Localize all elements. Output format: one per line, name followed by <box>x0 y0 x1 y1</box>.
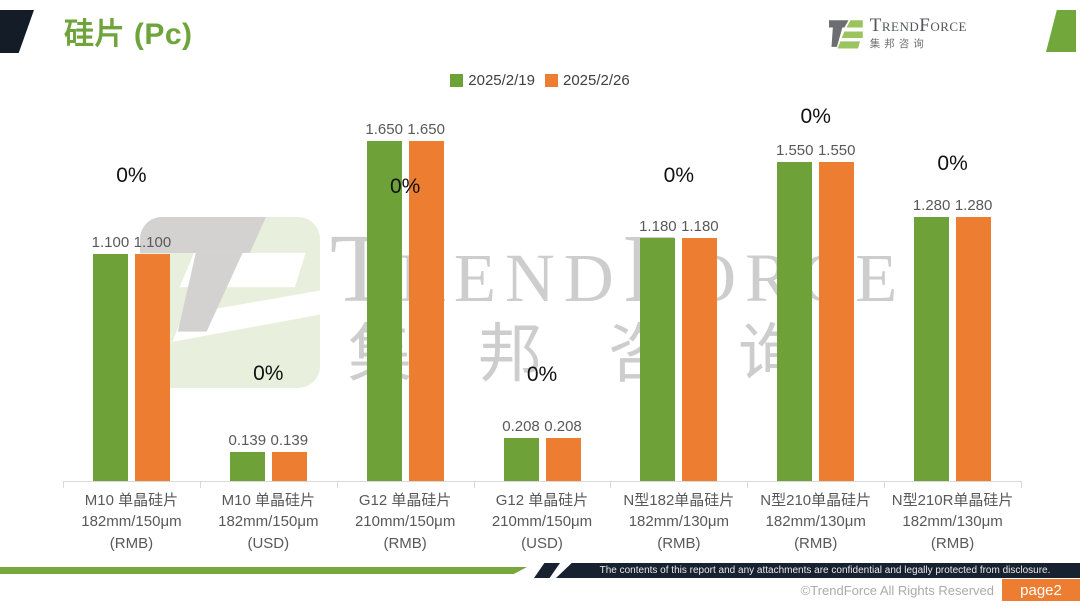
legend-swatch <box>450 74 464 87</box>
bar-value-label: 1.100 <box>91 234 130 251</box>
x-axis-tick <box>199 481 201 488</box>
category-label: G12 单晶硅片 210mm/150μm (USD) <box>491 492 593 552</box>
footer-confidential-bar: The contents of this report and any atta… <box>556 563 1080 578</box>
logo-cn-name: 集邦咨询 <box>869 37 928 50</box>
bar-2025/2/26 <box>134 254 170 481</box>
bar-value-label: 1.180 <box>639 218 677 235</box>
x-axis-tick <box>747 481 749 488</box>
change-label: 0% <box>937 152 968 175</box>
category-label: N型210单晶硅片 182mm/130μm (RMB) <box>760 492 872 552</box>
watermark-logo-icon <box>140 217 320 388</box>
x-axis-labels: M10 单晶硅片 182mm/150μm (RMB) M10 单晶硅片 182mm/15… <box>63 490 1021 554</box>
change-label: 0% <box>800 105 831 128</box>
x-axis-line <box>63 481 1021 482</box>
bar-2025/2/26 <box>956 217 992 481</box>
bar-2025/2/19 <box>366 141 402 481</box>
bar-2025/2/26 <box>408 141 444 481</box>
x-axis-tick <box>473 481 475 488</box>
x-axis-tick <box>336 481 338 488</box>
x-axis-tick <box>1021 481 1022 488</box>
bar-value-label: 0.139 <box>270 432 309 449</box>
legend-swatch <box>545 74 558 87</box>
bar-value-label: 0.208 <box>502 418 540 435</box>
change-label: 0% <box>526 363 558 386</box>
bar-2025/2/19 <box>92 254 128 481</box>
footer-dark-sliver <box>534 563 560 578</box>
category-label: M10 单晶硅片 182mm/150μm (RMB) <box>81 492 182 552</box>
category-label: G12 单晶硅片 210mm/150μm (RMB) <box>354 492 456 552</box>
bar-value-label: 1.650 <box>365 121 403 138</box>
bar-group: 0% 1.180 1.180 <box>610 96 747 481</box>
trendforce-logo-icon <box>828 16 863 50</box>
bar-value-label: 1.550 <box>817 142 856 159</box>
bar-2025/2/26 <box>682 238 718 481</box>
change-label: 0% <box>663 164 695 187</box>
legend-label: 2025/2/19 <box>468 72 535 89</box>
confidential-text: The contents of this report and any atta… <box>599 565 1051 576</box>
page-number-badge: page2 <box>1002 579 1080 601</box>
bar-group: 0% 1.550 1.550 <box>747 96 884 481</box>
bar-value-label: 0.139 <box>228 432 267 449</box>
category-label: N型210R单晶硅片 182mm/130μm (RMB) <box>891 492 1014 552</box>
footer-green-bar <box>0 567 527 574</box>
bar-2025/2/19 <box>777 162 813 481</box>
bar-chart: 0% 1.100 1.100 0% 0.139 0.139 0% 1.650 1.650 0% 0.… <box>63 96 1021 481</box>
bar-2025/2/19 <box>914 217 950 481</box>
change-label: 0% <box>389 175 421 198</box>
category-label: M10 单晶硅片 182mm/150μm (USD) <box>218 492 319 552</box>
bar-group: 0% 0.139 0.139 <box>200 96 337 481</box>
page-title: 硅片 (Pc) <box>64 18 193 51</box>
bar-2025/2/26 <box>545 438 581 481</box>
x-axis-tick <box>610 481 612 488</box>
trendforce-logo-text: TrendForce 集邦咨询 <box>869 15 967 50</box>
chart-legend: 2025/2/19 2025/2/26 <box>0 72 1080 89</box>
bar-value-label: 1.180 <box>681 218 719 235</box>
trendforce-logo: TrendForce 集邦咨询 <box>828 15 967 50</box>
bar-group: 0% 0.208 0.208 <box>474 96 611 481</box>
bar-group: 0% 1.100 1.100 <box>63 96 200 481</box>
bar-2025/2/19 <box>503 438 539 481</box>
copyright-text: ©TrendForce All Rights Reserved <box>800 583 994 598</box>
bar-value-label: 1.650 <box>407 121 445 138</box>
bar-2025/2/19 <box>640 238 676 481</box>
logo-name: TrendForce <box>869 15 967 36</box>
legend-label: 2025/2/26 <box>563 72 630 89</box>
bar-value-label: 1.550 <box>775 142 814 159</box>
bar-group: 0% 1.280 1.280 <box>884 96 1021 481</box>
change-label: 0% <box>116 164 147 187</box>
bar-value-label: 1.280 <box>912 197 951 214</box>
bar-value-label: 1.100 <box>133 234 172 251</box>
header-accent-shape-left <box>0 10 34 53</box>
legend-item: 2025/2/26 <box>545 72 630 89</box>
change-label: 0% <box>253 362 284 385</box>
bar-2025/2/26 <box>271 452 307 481</box>
bar-value-label: 0.208 <box>544 418 582 435</box>
bar-group: 0% 1.650 1.650 <box>337 96 474 481</box>
bar-value-label: 1.280 <box>954 197 993 214</box>
bar-2025/2/19 <box>229 452 265 481</box>
x-axis-tick <box>884 481 886 488</box>
x-axis-tick <box>63 481 64 488</box>
header-accent-shape-right <box>1046 10 1076 52</box>
bar-2025/2/26 <box>819 162 855 481</box>
category-label: N型182单晶硅片 182mm/130μm (RMB) <box>623 492 735 552</box>
legend-item: 2025/2/19 <box>450 72 535 89</box>
